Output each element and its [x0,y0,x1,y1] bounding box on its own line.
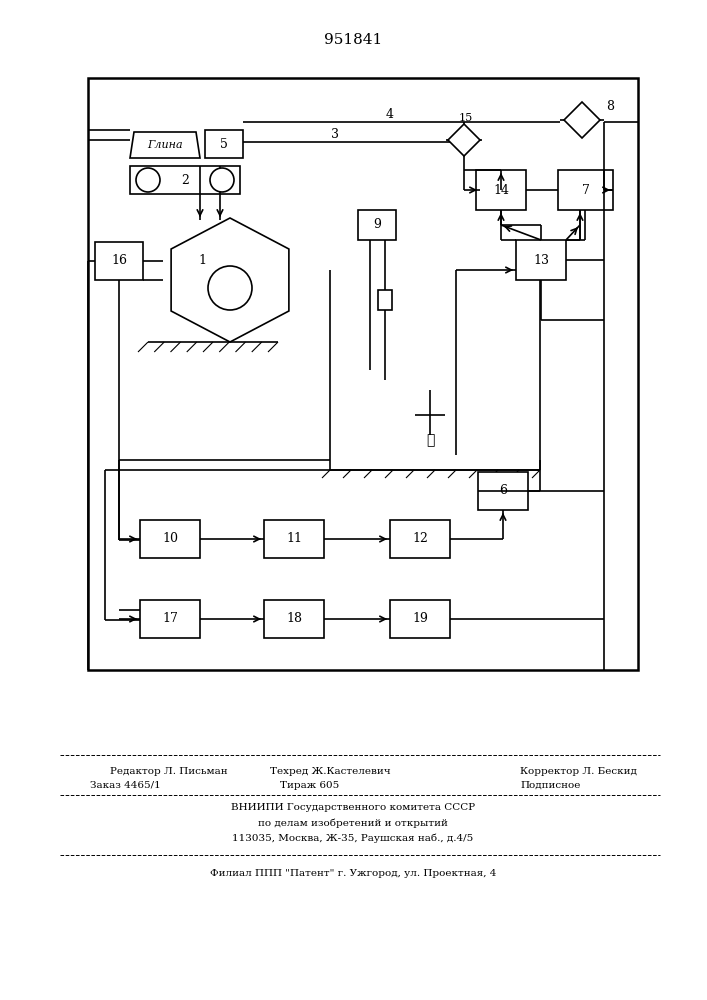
Bar [205,130,243,158]
Circle shape [208,266,252,310]
Text: 17: 17 [162,612,178,626]
Text: ⌀: ⌀ [426,433,434,447]
Bar [378,290,392,310]
Bar [390,520,450,558]
Text: 15: 15 [459,113,473,123]
Text: 16: 16 [111,254,127,267]
Text: 11: 11 [286,532,302,546]
Text: Глина: Глина [147,140,183,150]
Text: Корректор Л. Бескид: Корректор Л. Бескид [520,768,637,776]
Polygon shape [564,102,600,138]
Text: 2: 2 [181,174,189,186]
Text: 13: 13 [533,253,549,266]
Text: Редактор Л. Письман: Редактор Л. Письман [110,768,228,776]
Bar [88,78,638,670]
Text: 18: 18 [286,612,302,626]
Text: ВНИИПИ Государственного комитета СССР: ВНИИПИ Государственного комитета СССР [231,804,475,812]
Text: 10: 10 [162,532,178,546]
Circle shape [210,168,234,192]
Text: 951841: 951841 [324,33,382,47]
Text: 1: 1 [198,253,206,266]
Bar [478,472,528,510]
Text: 113035, Москва, Ж-35, Раушская наб., д.4/5: 113035, Москва, Ж-35, Раушская наб., д.4… [233,833,474,843]
Text: по делам изобретений и открытий: по делам изобретений и открытий [258,818,448,828]
Bar [130,166,240,194]
Polygon shape [448,124,480,156]
Bar [264,600,324,638]
Bar [558,170,613,210]
Circle shape [136,168,160,192]
Text: 14: 14 [493,184,509,196]
Text: Подписное: Подписное [520,780,580,790]
Bar [95,242,143,280]
Bar [140,600,200,638]
Text: Тираж 605: Тираж 605 [280,780,339,790]
Bar [358,210,396,240]
Text: 9: 9 [373,219,381,232]
Text: 12: 12 [412,532,428,546]
Polygon shape [171,218,289,342]
Text: 8: 8 [606,100,614,112]
Text: Заказ 4465/1: Заказ 4465/1 [90,780,160,790]
Text: 6: 6 [499,485,507,497]
Text: 7: 7 [582,184,590,196]
Bar [516,240,566,280]
Bar [140,520,200,558]
Bar [264,520,324,558]
Text: 19: 19 [412,612,428,626]
Polygon shape [130,132,200,158]
Text: 3: 3 [331,127,339,140]
Bar [476,170,526,210]
Text: Филиал ППП "Патент" г. Ужгород, ул. Проектная, 4: Филиал ППП "Патент" г. Ужгород, ул. Прое… [210,869,496,879]
Text: Техред Ж.Кастелевич: Техред Ж.Кастелевич [270,768,391,776]
Bar [390,600,450,638]
Text: 5: 5 [220,137,228,150]
Text: 4: 4 [386,107,394,120]
